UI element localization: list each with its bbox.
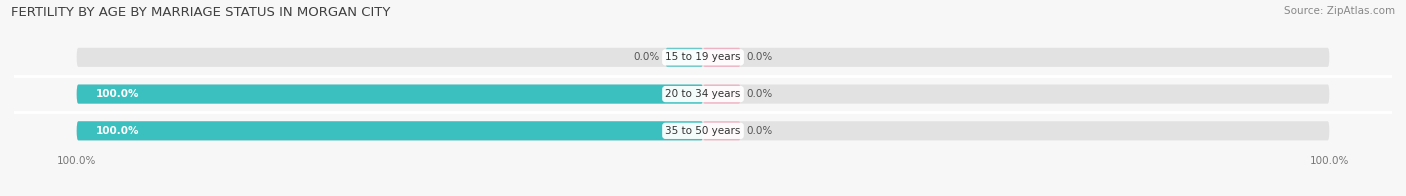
Text: 0.0%: 0.0% — [747, 126, 773, 136]
Text: 20 to 34 years: 20 to 34 years — [665, 89, 741, 99]
Text: 0.0%: 0.0% — [633, 52, 659, 62]
FancyBboxPatch shape — [77, 121, 1329, 140]
FancyBboxPatch shape — [77, 84, 703, 104]
Legend: Married, Unmarried: Married, Unmarried — [628, 193, 778, 196]
Text: 0.0%: 0.0% — [747, 89, 773, 99]
FancyBboxPatch shape — [77, 48, 1329, 67]
Text: 0.0%: 0.0% — [747, 52, 773, 62]
Text: FERTILITY BY AGE BY MARRIAGE STATUS IN MORGAN CITY: FERTILITY BY AGE BY MARRIAGE STATUS IN M… — [11, 6, 391, 19]
Text: 100.0%: 100.0% — [96, 89, 139, 99]
FancyBboxPatch shape — [703, 48, 741, 67]
FancyBboxPatch shape — [77, 121, 703, 140]
Text: 15 to 19 years: 15 to 19 years — [665, 52, 741, 62]
FancyBboxPatch shape — [77, 84, 1329, 104]
FancyBboxPatch shape — [703, 121, 741, 140]
FancyBboxPatch shape — [665, 48, 703, 67]
Text: 35 to 50 years: 35 to 50 years — [665, 126, 741, 136]
Text: 100.0%: 100.0% — [96, 126, 139, 136]
Text: Source: ZipAtlas.com: Source: ZipAtlas.com — [1284, 6, 1395, 16]
FancyBboxPatch shape — [703, 84, 741, 104]
